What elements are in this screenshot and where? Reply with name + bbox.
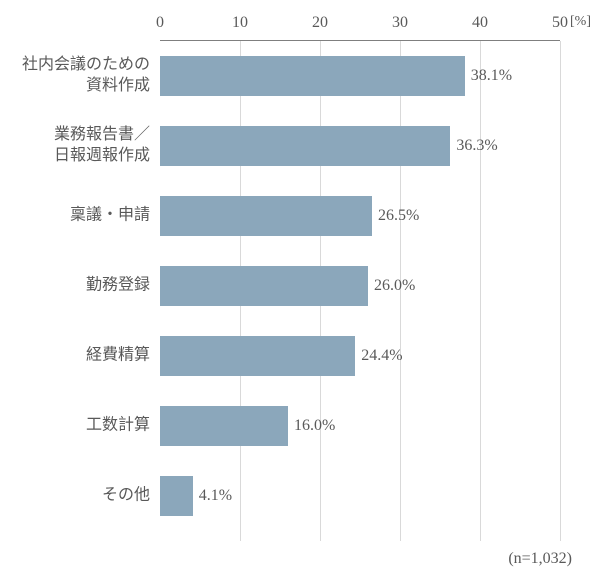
value-label: 24.4% <box>361 347 402 365</box>
category-label-line: 勤務登録 <box>86 277 150 294</box>
category-label: その他 <box>0 486 160 507</box>
category-label-line: 日報週報作成 <box>54 147 150 164</box>
bar-row: 工数計算 16.0% <box>160 391 560 461</box>
bar: 26.5% <box>160 196 372 236</box>
x-tick-3: 30 <box>392 14 408 32</box>
x-unit-label: [%] <box>570 14 591 30</box>
chart-container: 0 10 20 30 40 50 [%] 社内会議のための 資料作成 38.1%… <box>0 0 600 580</box>
category-label-line: 資料作成 <box>86 77 150 94</box>
value-label: 36.3% <box>456 137 497 155</box>
bar: 16.0% <box>160 406 288 446</box>
x-tick-1: 10 <box>232 14 248 32</box>
value-label: 4.1% <box>199 487 232 505</box>
bar: 36.3% <box>160 126 450 166</box>
category-label-line: その他 <box>102 487 150 504</box>
bar: 26.0% <box>160 266 368 306</box>
bar: 38.1% <box>160 56 465 96</box>
category-label: 勤務登録 <box>0 276 160 297</box>
value-label: 26.0% <box>374 277 415 295</box>
bar-row: 経費精算 24.4% <box>160 321 560 391</box>
x-tick-5: 50 <box>552 14 568 32</box>
x-tick-0: 0 <box>156 14 164 32</box>
bar-row: その他 4.1% <box>160 461 560 531</box>
category-label-line: 工数計算 <box>86 417 150 434</box>
value-label: 38.1% <box>471 67 512 85</box>
bar: 24.4% <box>160 336 355 376</box>
category-label: 社内会議のための 資料作成 <box>0 55 160 97</box>
category-label-line: 業務報告書／ <box>54 126 150 143</box>
x-tick-4: 40 <box>472 14 488 32</box>
bar-row: 稟議・申請 26.5% <box>160 181 560 251</box>
category-label-line: 経費精算 <box>86 347 150 364</box>
bar-row: 業務報告書／ 日報週報作成 36.3% <box>160 111 560 181</box>
value-label: 16.0% <box>294 417 335 435</box>
plot-area: 社内会議のための 資料作成 38.1% 業務報告書／ 日報週報作成 36.3% … <box>160 40 560 541</box>
gridline <box>560 41 561 541</box>
value-label: 26.5% <box>378 207 419 225</box>
category-label: 工数計算 <box>0 416 160 437</box>
x-tick-2: 20 <box>312 14 328 32</box>
category-label-line: 社内会議のための <box>22 56 150 73</box>
sample-size-note: (n=1,032) <box>508 550 572 568</box>
bar-row: 勤務登録 26.0% <box>160 251 560 321</box>
bar: 4.1% <box>160 476 193 516</box>
category-label: 業務報告書／ 日報週報作成 <box>0 125 160 167</box>
category-label: 経費精算 <box>0 346 160 367</box>
category-label: 稟議・申請 <box>0 206 160 227</box>
bar-row: 社内会議のための 資料作成 38.1% <box>160 41 560 111</box>
category-label-line: 稟議・申請 <box>70 207 150 224</box>
